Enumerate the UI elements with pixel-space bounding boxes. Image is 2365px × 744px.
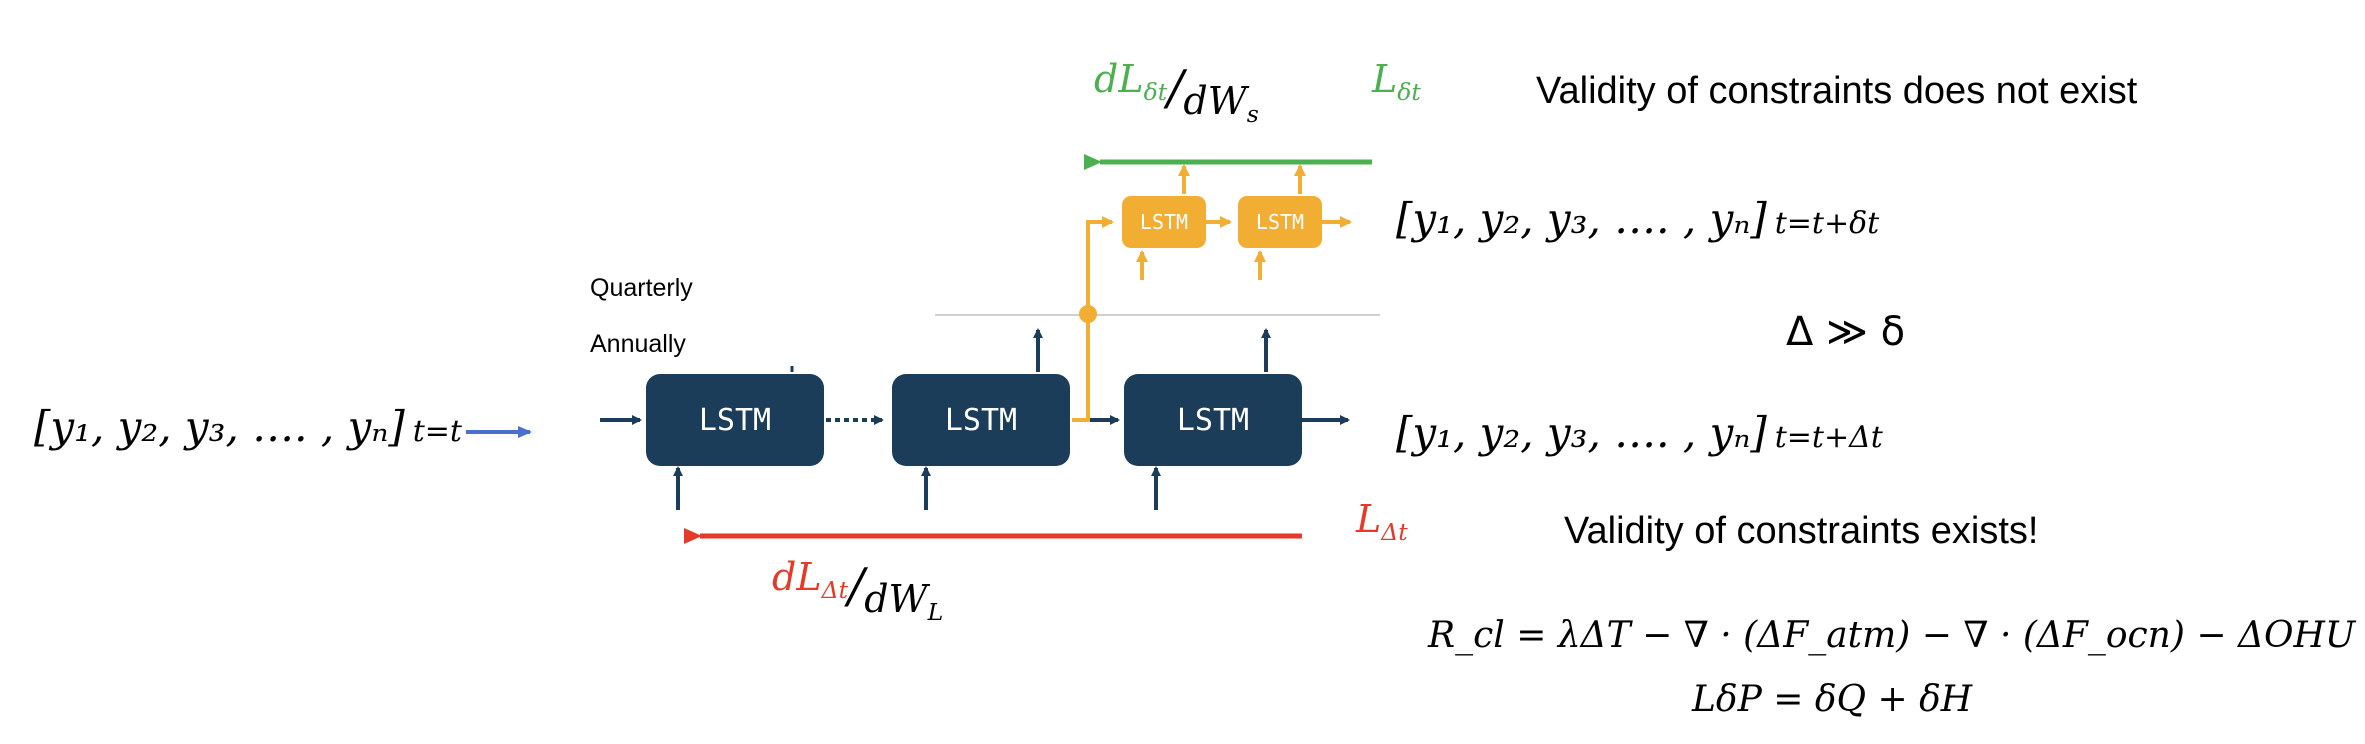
loss-subscript: Δt [1381, 518, 1408, 547]
large-step-sequence: [y₁, y₂, y₃, …. , yₙ] t=t+Δt [1396, 412, 1883, 454]
green-numerator: dLδt [1094, 57, 1167, 104]
green-denominator: dWs [1183, 79, 1258, 126]
lstm-cell-1: LSTM [646, 374, 824, 466]
small-lstm-cell-1: LSTM [1122, 196, 1206, 248]
loss-text: L [1356, 497, 1382, 541]
denominator-subscript: L [927, 598, 944, 627]
lstm-label: LSTM [1139, 210, 1189, 234]
validity-not-exist-text: Validity of constraints does not exist [1536, 70, 2138, 112]
numerator-subscript: δt [1143, 78, 1168, 107]
sequence-subscript: t=t+Δt [1774, 420, 1883, 455]
sequence-text: [y₁, y₂, y₃, …. , yₙ] [1396, 408, 1767, 457]
annually-label: Annually [590, 330, 686, 358]
lstm-label: LSTM [944, 402, 1018, 438]
loss-subscript: δt [1397, 78, 1421, 107]
denominator-subscript: s [1246, 100, 1259, 129]
equation-text: R_cl = λΔT − ∇ · (ΔF_atm) − ∇ · (ΔF_ocn)… [1428, 615, 2356, 656]
sequence-subscript: t=t+δt [1774, 206, 1880, 241]
lstm-cell-3: LSTM [1124, 374, 1302, 466]
denominator-text: dW [864, 577, 928, 621]
red-numerator: dLΔt [772, 555, 848, 602]
small-lstm-cell-2: LSTM [1238, 196, 1322, 248]
lstm-label: LSTM [1255, 210, 1305, 234]
numerator-text: dL [772, 555, 822, 599]
branch-dot [1079, 305, 1097, 323]
sequence-text: [y₁, y₂, y₃, …. , yₙ] [1396, 194, 1767, 243]
sequence-text: [y₁, y₂, y₃, …. , yₙ] [34, 402, 405, 451]
delta-relation: Δ ≫ δ [1786, 309, 1906, 355]
green-loss-label: Lδt [1372, 60, 1421, 105]
fraction-slash: / [848, 558, 865, 614]
lstm-cell-2: LSTM [892, 374, 1070, 466]
equation-latent-heat: LδP = δQ + δH [1692, 682, 1972, 718]
lstm-label: LSTM [1176, 402, 1250, 438]
equation-energy-balance: R_cl = λΔT − ∇ · (ΔF_atm) − ∇ · (ΔF_ocn)… [1428, 618, 2355, 654]
equation-text: LδP = δQ + δH [1692, 679, 1973, 720]
green-gradient-label: dLδt/dWs [1094, 52, 1259, 126]
quarterly-label: Quarterly [590, 274, 693, 302]
numerator-text: dL [1094, 57, 1144, 101]
small-step-sequence: [y₁, y₂, y₃, …. , yₙ] t=t+δt [1396, 198, 1879, 240]
sequence-subscript: t=t [412, 414, 462, 449]
numerator-subscript: Δt [821, 576, 849, 605]
denominator-text: dW [1183, 79, 1247, 123]
fraction-slash: / [1167, 60, 1184, 116]
red-denominator: dWL [864, 577, 943, 624]
loss-text: L [1372, 57, 1398, 101]
red-gradient-label: dLΔt/dWL [772, 550, 943, 624]
input-sequence: [y₁, y₂, y₃, …. , yₙ] t=t [34, 406, 462, 448]
red-loss-label: LΔt [1356, 500, 1408, 545]
lstm-label: LSTM [698, 402, 772, 438]
validity-exists-text: Validity of constraints exists! [1564, 510, 2039, 552]
